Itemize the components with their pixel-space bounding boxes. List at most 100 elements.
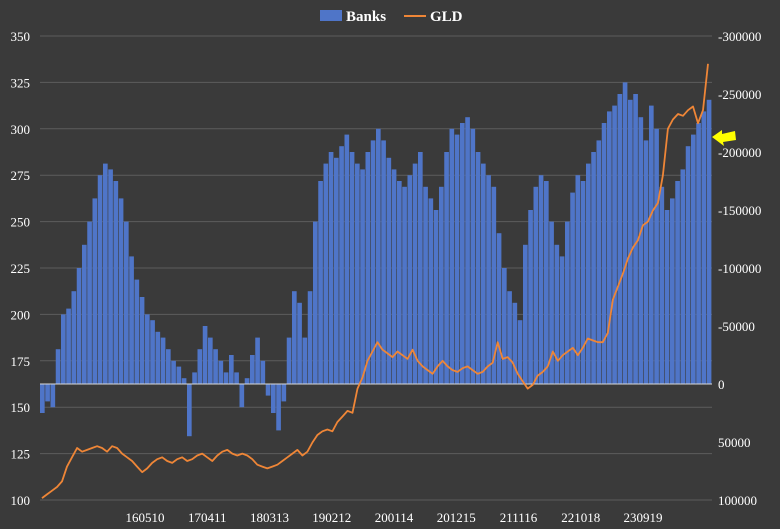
bar-mark [360, 169, 365, 384]
bar-mark [250, 355, 255, 384]
bar-mark [444, 152, 449, 384]
bar-mark [134, 279, 140, 384]
bar-mark [328, 152, 334, 384]
bar-mark [129, 256, 134, 384]
bar-mark [255, 337, 260, 384]
bar-mark [601, 123, 607, 384]
bar-mark [45, 384, 50, 402]
bar-mark [55, 349, 61, 384]
right-tick-label: -300000 [718, 29, 761, 44]
x-tick-label: 200114 [375, 510, 414, 525]
right-tick-label: -50000 [718, 319, 755, 334]
bar-mark [633, 94, 638, 384]
left-tick-label: 225 [11, 261, 31, 276]
bar-mark [160, 337, 166, 384]
legend-banks-swatch [320, 10, 342, 21]
bar-mark [638, 117, 644, 384]
bar-mark [349, 152, 355, 384]
bar-mark [139, 297, 145, 384]
bar-mark [71, 291, 77, 384]
gld-line [41, 63, 709, 499]
left-tick-label: 325 [11, 75, 31, 90]
bar-mark [218, 360, 224, 384]
bar-mark [76, 268, 82, 384]
bar-mark [66, 308, 71, 384]
bar-mark [391, 169, 397, 384]
left-tick-label: 275 [11, 168, 31, 183]
bar-mark [675, 181, 680, 384]
bar-mark [691, 134, 696, 384]
right-axis: 100000 50000 0 -50000 -100000 -150000 -200000 -… [718, 29, 761, 508]
bar-mark [481, 163, 486, 384]
bar-mark [397, 181, 402, 384]
bar-mark [386, 157, 392, 384]
bar-mark [570, 192, 575, 384]
gld-line-series [41, 63, 709, 499]
bar-mark [145, 314, 150, 384]
bar-mark [313, 221, 318, 384]
left-tick-label: 300 [11, 122, 31, 137]
bar-mark [428, 198, 434, 384]
bar-mark [407, 175, 413, 384]
bar-mark [622, 82, 628, 385]
left-tick-label: 250 [11, 215, 31, 230]
arrow-mark [712, 130, 736, 146]
right-tick-label: 50000 [718, 435, 751, 450]
bar-mark [418, 152, 423, 384]
x-tick-label: 160510 [126, 510, 165, 525]
bar-mark [286, 337, 292, 384]
left-tick-label: 175 [11, 354, 31, 369]
bar-mark [239, 384, 245, 408]
bar-mark [370, 140, 376, 384]
bar-mark [559, 256, 565, 384]
bar-mark [276, 384, 281, 431]
bar-mark [696, 123, 701, 384]
bar-mark [654, 128, 659, 384]
bar-mark [659, 186, 665, 384]
bar-mark [544, 181, 549, 384]
bar-mark [97, 175, 103, 384]
bar-mark [192, 372, 197, 384]
bar-mark [155, 331, 161, 384]
legend: Banks GLD [320, 9, 463, 25]
bar-mark [281, 384, 287, 402]
bar-mark [449, 128, 455, 384]
bar-mark [470, 128, 476, 384]
bar-mark [40, 384, 45, 413]
left-axis: 100 125 150 175 200 225 250 275 300 325 350 [11, 29, 31, 508]
bar-mark [171, 360, 176, 384]
bar-mark [643, 140, 649, 384]
bar-mark [591, 152, 596, 384]
x-tick-label: 211116 [500, 510, 538, 525]
bar-mark [507, 291, 512, 384]
bar-mark [124, 221, 129, 384]
bar-mark [423, 186, 428, 384]
bar-mark [596, 140, 602, 384]
bar-mark [92, 198, 98, 384]
bar-mark [108, 169, 113, 384]
bar-mark [454, 134, 460, 384]
bar-mark [197, 349, 203, 384]
bar-mark [318, 181, 323, 384]
legend-banks-label: Banks [346, 9, 386, 25]
bar-mark [244, 378, 250, 384]
bar-mark [586, 163, 591, 384]
bar-mark [344, 134, 350, 384]
banks-bar-series [40, 82, 712, 437]
x-tick-label: 230919 [624, 510, 663, 525]
bar-mark [82, 244, 87, 384]
bar-mark [365, 152, 371, 384]
bar-mark [617, 94, 623, 384]
bar-mark [302, 337, 308, 384]
bar-mark [554, 244, 560, 384]
right-tick-label: -200000 [718, 145, 761, 160]
bar-mark [265, 384, 271, 396]
bar-mark [208, 337, 213, 384]
bar-mark [150, 320, 155, 384]
bar-mark [460, 123, 465, 384]
bar-mark [512, 302, 518, 384]
x-tick-label: 180313 [250, 510, 289, 525]
left-tick-label: 150 [11, 400, 31, 415]
bar-mark [307, 291, 313, 384]
